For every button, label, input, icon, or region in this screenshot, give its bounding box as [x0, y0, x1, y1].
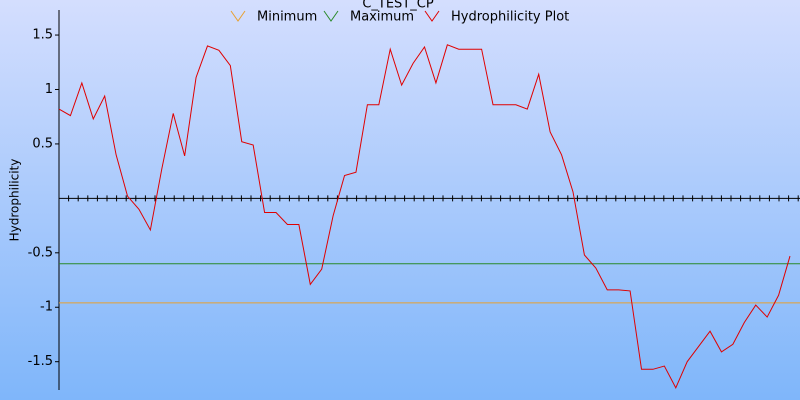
y-axis-label: Hydrophilicity [8, 159, 22, 242]
legend-label: Minimum [257, 10, 317, 25]
chart-title: C_TEST_CP [362, 0, 434, 12]
y-tick-label: -1.5 [28, 354, 53, 369]
legend-label: Maximum [350, 10, 414, 25]
y-tick-label: 1 [45, 82, 53, 97]
y-tick-label: 1.5 [32, 28, 53, 43]
y-tick-label: -1 [40, 300, 53, 315]
legend-icon [230, 10, 246, 22]
y-tick-label: 0.5 [32, 136, 53, 151]
legend-icon [323, 10, 339, 22]
y-tick-label: -0.5 [28, 245, 53, 260]
legend-icon [424, 10, 440, 22]
legend-label: Hydrophilicity Plot [451, 10, 569, 25]
data-line [58, 44, 791, 389]
